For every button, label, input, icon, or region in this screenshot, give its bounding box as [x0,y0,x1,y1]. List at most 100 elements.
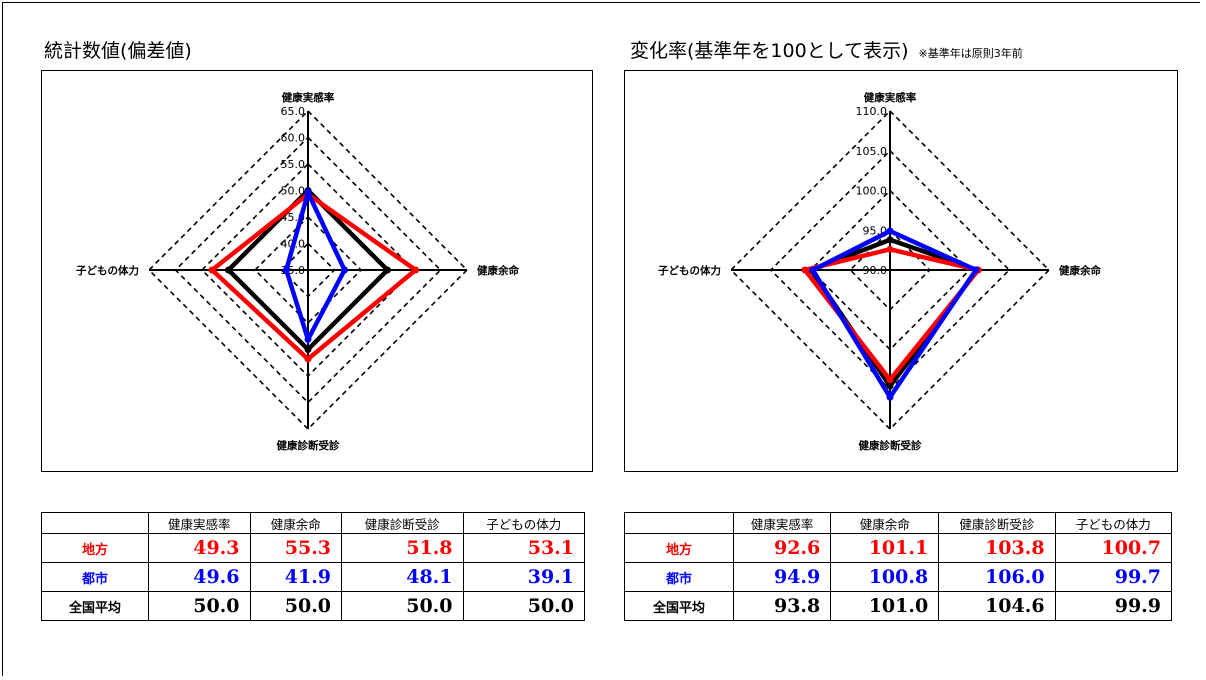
row-label-chihou: 地方 [41,533,149,563]
row-label-toshi: 都市 [624,562,734,592]
tick-label: 105.0 [856,145,888,158]
axis-label: 健康診断受診 [859,439,922,452]
grid-ring [729,109,1051,431]
axis-label: 健康余命 [477,264,519,277]
axis-label: 健康実感率 [282,91,335,104]
data-point [886,393,894,401]
axis-label: 健康余命 [1059,264,1101,277]
table-cell: 99.7 [1054,562,1173,592]
right-chart-note: ※基準年は原則3年前 [918,47,1023,60]
axis-label: 子どもの体力 [76,264,139,277]
left-chart-title: 統計数値(偏差値) [44,40,192,62]
table-cell: 55.3 [249,533,343,563]
data-point [886,236,894,244]
table-header-row: 健康実感率 健康余命 健康診断受診 子どもの体力 [624,512,1173,534]
table-header-cell [624,512,734,534]
data-point [886,376,894,384]
data-point [412,266,420,274]
table-cell: 50.0 [341,591,464,621]
tick-label: 90.0 [863,264,888,277]
table-header-cell: 健康実感率 [148,512,251,534]
table-cell: 49.6 [148,562,251,592]
table-cell: 50.0 [462,591,585,621]
table-cell: 39.1 [462,562,585,592]
right-stats-table: 健康実感率 健康余命 健康診断受診 子どもの体力 地方 92.6 101.1 1… [624,512,1173,621]
grid-ring [174,136,442,404]
data-point [341,266,349,274]
data-point [208,266,216,274]
table-cell: 99.9 [1054,591,1173,621]
data-point [304,189,312,197]
grid-ring [253,215,363,325]
table-header-cell: 健康余命 [249,512,343,534]
data-point [304,335,312,343]
tick-label: 60.0 [281,132,306,145]
tick-label: 50.0 [281,185,306,198]
table-header-cell: 健康実感率 [732,512,832,534]
table-row: 全国平均 93.8 101.0 104.6 99.9 [624,591,1173,621]
table-row: 地方 92.6 101.1 103.8 100.7 [624,533,1173,563]
table-row: 全国平均 50.0 50.0 50.0 50.0 [41,591,585,621]
data-point [384,266,391,274]
table-cell: 51.8 [341,533,464,563]
table-cell: 41.9 [249,562,343,592]
row-label-zenkoku: 全国平均 [624,591,734,621]
table-cell: 94.9 [732,562,832,592]
table-cell: 93.8 [732,591,832,621]
row-label-toshi: 都市 [41,562,149,592]
data-point [282,266,290,274]
data-point [304,346,312,353]
data-point [886,382,894,390]
data-point [304,355,312,363]
left-stats-table: 健康実感率 健康余命 健康診断受診 子どもの体力 地方 49.3 55.3 51… [41,512,585,621]
table-header-cell: 子どもの体力 [1054,512,1173,534]
table-header-cell: 健康診断受診 [341,512,464,534]
right-radar-chart: 90.0 95.0 100.0 105.0 110.0 健康実感率 健康余命 健康診断受診 子ど… [624,70,1178,472]
data-point [801,266,809,274]
data-point [809,266,817,274]
data-point [886,245,894,253]
grid-ring [809,189,971,351]
table-cell: 100.8 [830,562,940,592]
row-label-chihou: 地方 [624,533,734,563]
table-cell: 103.8 [938,533,1056,563]
table-header-cell: 子どもの体力 [462,512,585,534]
table-header-row: 健康実感率 健康余命 健康診断受診 子どもの体力 [41,512,585,534]
series-line [208,191,420,363]
table-cell: 106.0 [938,562,1056,592]
table-header-cell: 健康診断受診 [938,512,1056,534]
table-cell: 92.6 [732,533,832,563]
table-row: 都市 49.6 41.9 48.1 39.1 [41,562,585,592]
right-radar-svg: 90.095.0100.0105.0110.0健康実感率健康余命健康診断受診子ど… [658,91,1101,452]
axis-label: 健康実感率 [864,91,917,104]
table-header-cell [41,512,149,534]
table-cell: 49.3 [148,533,251,563]
series-line [801,247,983,384]
tick-label: 55.0 [281,158,306,171]
table-cell: 50.0 [148,591,251,621]
data-point [972,266,980,274]
row-label-zenkoku: 全国平均 [41,591,149,621]
left-radar-chart: 35.0 40.0 45.0 50.0 55.0 60.0 65.0 健康実感率 健康余命 健康診… [41,70,593,472]
table-row: 都市 94.9 100.8 106.0 99.7 [624,562,1173,592]
table-cell: 104.6 [938,591,1056,621]
grid-ring [147,109,469,431]
table-cell: 101.1 [830,533,940,563]
table-cell: 100.7 [1054,533,1173,563]
axis-label: 健康診断受診 [277,439,340,452]
table-cell: 101.0 [830,591,940,621]
table-cell: 50.0 [249,591,343,621]
left-radar-svg: 35.040.045.050.055.060.065.0健康実感率健康余命健康診… [76,91,519,452]
data-point [225,266,232,274]
table-cell: 53.1 [462,533,585,563]
table-row: 地方 49.3 55.3 51.8 53.1 [41,533,585,563]
tick-label: 65.0 [281,105,306,118]
axis-label: 子どもの体力 [658,264,721,277]
table-cell: 48.1 [341,562,464,592]
table-header-cell: 健康余命 [830,512,940,534]
right-chart-title: 変化率(基準年を100として表示) ※基準年は原則3年前 [630,40,1023,62]
tick-label: 100.0 [856,185,888,198]
tick-label: 110.0 [856,105,888,118]
data-point [886,227,894,235]
